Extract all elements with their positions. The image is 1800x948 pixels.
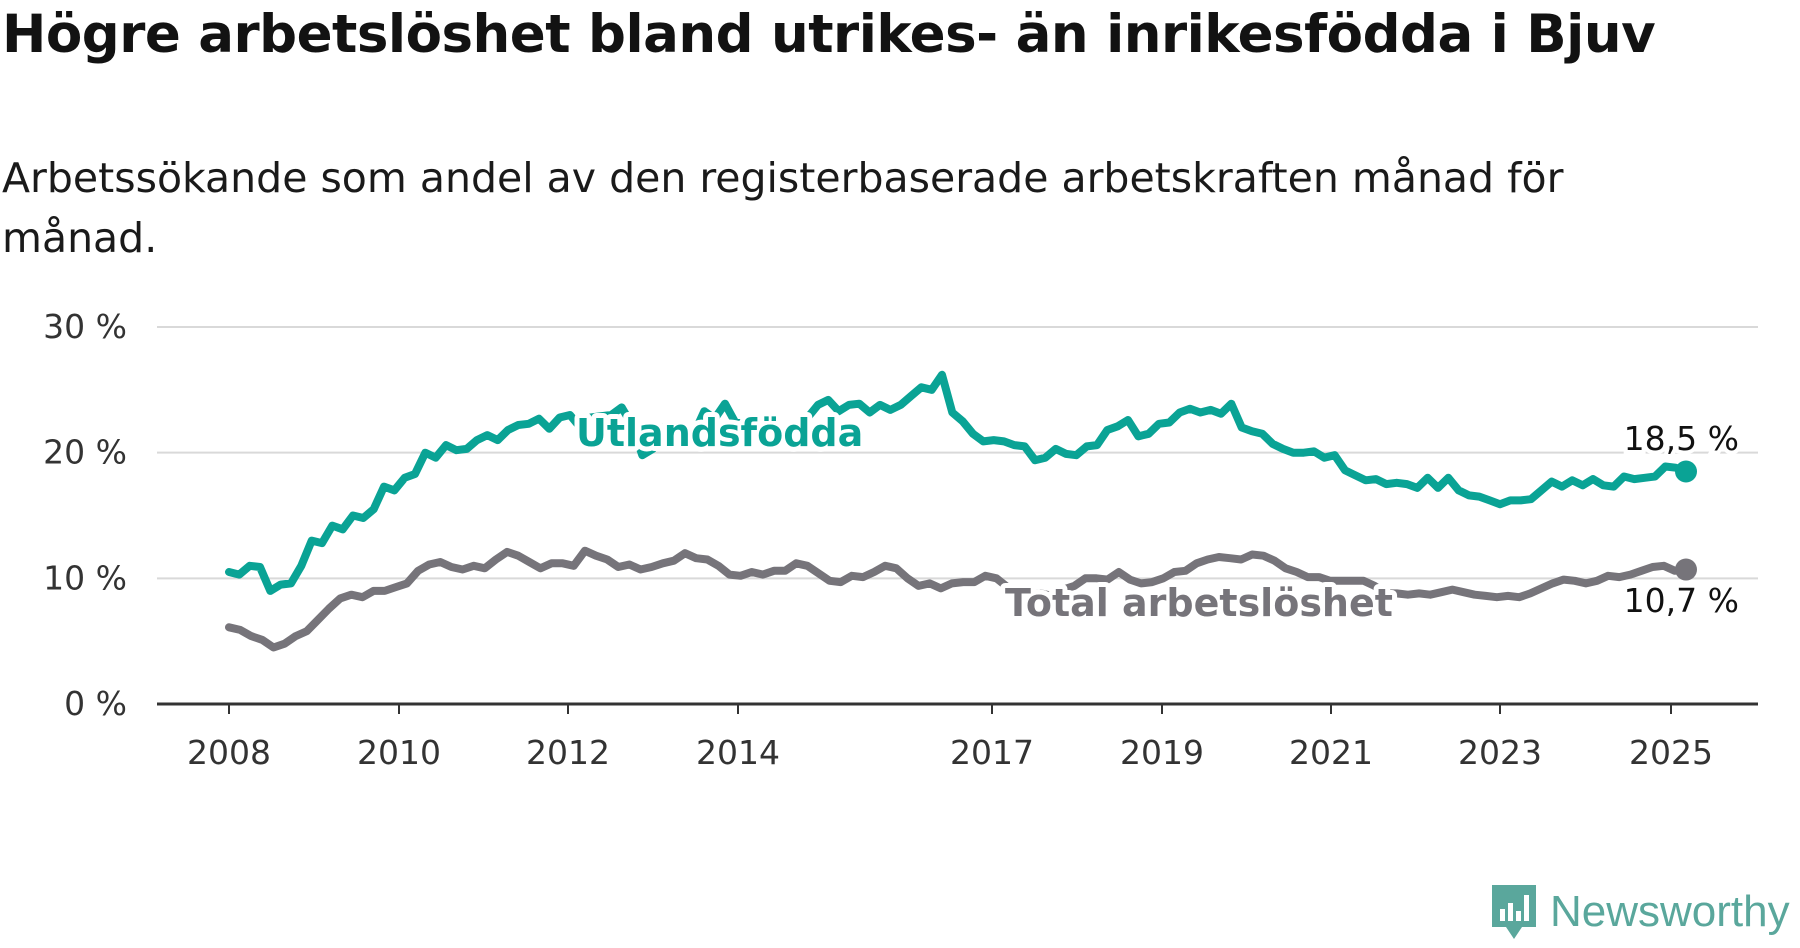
y-tick-label: 30 % <box>43 307 127 346</box>
x-tick-label: 2014 <box>696 733 780 772</box>
end-value-label: 18,5 % <box>1624 419 1739 458</box>
x-tick-label: 2021 <box>1289 733 1373 772</box>
series-lines <box>225 370 1697 652</box>
series-line-total <box>225 546 1690 652</box>
series-end-dot <box>1675 460 1697 483</box>
brand-name: Newsworthy <box>1550 887 1790 936</box>
x-tick-label: 2012 <box>526 733 610 772</box>
x-tick-label: 2019 <box>1120 733 1204 772</box>
series-line-utlandsfodda <box>225 370 1690 595</box>
newsworthy-brand[interactable]: Newsworthy <box>1490 883 1790 941</box>
x-tick-label: 2017 <box>950 733 1034 772</box>
chart-title: Högre arbetslöshet bland utrikes- än inr… <box>2 4 1656 65</box>
chart-subtitle: Arbetssökande som andel av den registerb… <box>2 154 1564 262</box>
x-tick-label: 2025 <box>1629 733 1713 772</box>
series-name-label: Total arbetslöshet <box>1005 581 1393 625</box>
series-name-label: Utlandsfödda <box>576 411 863 455</box>
y-tick-label: 10 % <box>43 558 127 597</box>
y-axis-ticks: 0 % 10 % 20 % 30 % <box>43 307 127 723</box>
x-tick-label: 2023 <box>1458 733 1542 772</box>
series-labels: Utlandsfödda Total arbetslöshet 18,5 % 10,7… <box>571 406 1743 630</box>
x-axis-ticks: 2008 2010 2012 2014 2017 2019 2021 2023 2025 <box>187 704 1713 772</box>
y-tick-label: 20 % <box>43 433 127 472</box>
end-value-label: 10,7 % <box>1624 581 1739 620</box>
newsworthy-logo-icon <box>1492 885 1536 939</box>
x-tick-label: 2008 <box>187 733 271 772</box>
series-end-dot <box>1675 558 1697 581</box>
y-tick-label: 0 % <box>64 684 127 723</box>
x-tick-label: 2010 <box>357 733 441 772</box>
gridlines <box>157 326 1758 706</box>
